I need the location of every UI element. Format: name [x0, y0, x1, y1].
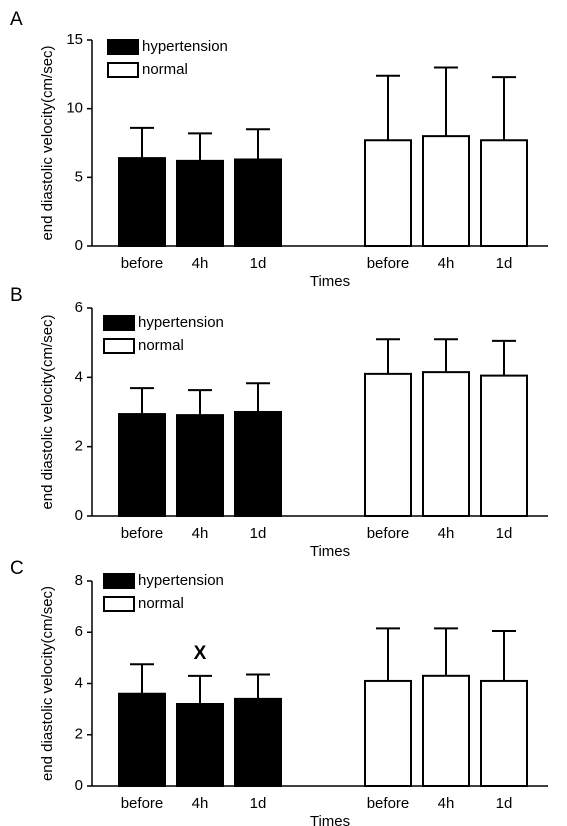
legend-label: normal — [142, 61, 188, 78]
error-bar — [434, 338, 458, 373]
x-tick-label: 1d — [250, 525, 267, 542]
bar — [480, 679, 528, 787]
x-tick-label: 4h — [192, 525, 209, 542]
error-bar — [246, 673, 270, 699]
bar — [480, 139, 528, 247]
error-bar — [492, 629, 516, 681]
bar — [364, 139, 412, 247]
y-tick-label: 0 — [75, 507, 83, 524]
bar — [422, 371, 470, 517]
y-tick-label: 2 — [75, 438, 83, 455]
legend-swatch — [107, 62, 139, 78]
error-bar — [188, 132, 212, 161]
x-tick-label: before — [121, 795, 164, 812]
error-bar — [130, 663, 154, 694]
error-bar — [130, 126, 154, 159]
y-tick-label: 8 — [75, 572, 83, 589]
y-tick-label: 5 — [75, 168, 83, 185]
y-tick-label: 15 — [66, 31, 83, 48]
error-bar — [246, 382, 270, 412]
panel-label: A — [10, 9, 23, 30]
legend-label: normal — [138, 337, 184, 354]
y-tick-label: 4 — [75, 368, 83, 385]
legend-label: hypertension — [138, 314, 224, 331]
x-axis-label: Times — [310, 543, 350, 560]
error-bar — [376, 338, 400, 374]
error-bar — [492, 339, 516, 376]
bar — [176, 159, 224, 247]
bar — [480, 374, 528, 517]
bar — [364, 679, 412, 787]
x-tick-label: before — [121, 255, 164, 272]
error-bar — [246, 128, 270, 160]
bar — [234, 158, 282, 247]
x-tick-label: 4h — [192, 255, 209, 272]
bar — [118, 413, 166, 517]
error-bar — [376, 627, 400, 681]
x-tick-label: 4h — [438, 525, 455, 542]
bar — [422, 135, 470, 247]
y-tick-label: 0 — [75, 777, 83, 794]
y-axis-label: end diastolic velocity(cm/sec) — [39, 314, 56, 509]
x-tick-label: 1d — [250, 795, 267, 812]
error-bar — [130, 387, 154, 415]
y-tick-label: 2 — [75, 726, 83, 743]
x-tick-label: 4h — [438, 255, 455, 272]
legend-swatch — [103, 573, 135, 589]
x-tick-label: before — [367, 525, 410, 542]
y-tick-label: 6 — [75, 299, 83, 316]
y-tick-label: 10 — [66, 100, 83, 117]
y-tick-label: 6 — [75, 623, 83, 640]
y-tick-label: 4 — [75, 674, 83, 691]
bar — [118, 692, 166, 787]
x-tick-label: 1d — [496, 795, 513, 812]
error-bar — [434, 627, 458, 676]
panel-label: C — [10, 558, 24, 579]
error-bar — [188, 389, 212, 416]
error-bar — [434, 66, 458, 137]
bar — [364, 372, 412, 517]
annotation: X — [194, 643, 207, 664]
bar — [234, 697, 282, 787]
legend-label: normal — [138, 595, 184, 612]
x-tick-label: 1d — [250, 255, 267, 272]
legend-swatch — [103, 315, 135, 331]
legend-label: hypertension — [138, 572, 224, 589]
x-tick-label: 1d — [496, 255, 513, 272]
x-tick-label: 4h — [192, 795, 209, 812]
bar — [176, 414, 224, 517]
legend-swatch — [107, 39, 139, 55]
legend-swatch — [103, 338, 135, 354]
x-tick-label: 4h — [438, 795, 455, 812]
bar — [176, 703, 224, 787]
legend-label: hypertension — [142, 38, 228, 55]
error-bar — [376, 74, 400, 141]
error-bar — [492, 76, 516, 141]
x-tick-label: before — [121, 525, 164, 542]
bar — [234, 411, 282, 517]
y-tick-label: 0 — [75, 237, 83, 254]
error-bar — [188, 674, 212, 704]
y-axis-label: end diastolic velocity(cm/sec) — [39, 45, 56, 240]
y-axis-label: end diastolic velocity(cm/sec) — [39, 586, 56, 781]
x-axis-label: Times — [310, 273, 350, 290]
x-tick-label: before — [367, 795, 410, 812]
x-axis-label: Times — [310, 813, 350, 826]
bar — [422, 674, 470, 787]
bar — [118, 157, 166, 248]
x-tick-label: before — [367, 255, 410, 272]
legend-swatch — [103, 596, 135, 612]
x-tick-label: 1d — [496, 525, 513, 542]
panel-label: B — [10, 285, 23, 306]
